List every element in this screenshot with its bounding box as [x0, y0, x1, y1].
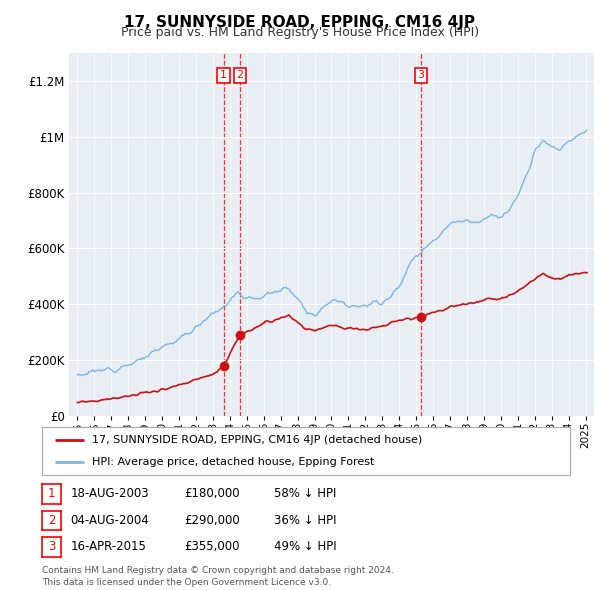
Text: 18-AUG-2003: 18-AUG-2003: [70, 487, 149, 500]
Text: 16-APR-2015: 16-APR-2015: [70, 540, 146, 553]
Text: 3: 3: [48, 540, 55, 553]
Text: 58% ↓ HPI: 58% ↓ HPI: [274, 487, 337, 500]
Text: £180,000: £180,000: [184, 487, 240, 500]
Text: £355,000: £355,000: [184, 540, 240, 553]
Text: 04-AUG-2004: 04-AUG-2004: [70, 514, 149, 527]
Text: 2: 2: [236, 70, 244, 80]
Text: 3: 3: [418, 70, 425, 80]
Text: 1: 1: [220, 70, 227, 80]
Text: 2: 2: [48, 514, 55, 527]
Text: Price paid vs. HM Land Registry's House Price Index (HPI): Price paid vs. HM Land Registry's House …: [121, 26, 479, 39]
Text: 49% ↓ HPI: 49% ↓ HPI: [274, 540, 337, 553]
Text: £290,000: £290,000: [184, 514, 240, 527]
Text: Contains HM Land Registry data © Crown copyright and database right 2024.
This d: Contains HM Land Registry data © Crown c…: [42, 566, 394, 587]
Text: HPI: Average price, detached house, Epping Forest: HPI: Average price, detached house, Eppi…: [92, 457, 374, 467]
Text: 36% ↓ HPI: 36% ↓ HPI: [274, 514, 337, 527]
Text: 17, SUNNYSIDE ROAD, EPPING, CM16 4JP: 17, SUNNYSIDE ROAD, EPPING, CM16 4JP: [125, 15, 476, 30]
Text: 17, SUNNYSIDE ROAD, EPPING, CM16 4JP (detached house): 17, SUNNYSIDE ROAD, EPPING, CM16 4JP (de…: [92, 435, 422, 445]
Text: 1: 1: [48, 487, 55, 500]
